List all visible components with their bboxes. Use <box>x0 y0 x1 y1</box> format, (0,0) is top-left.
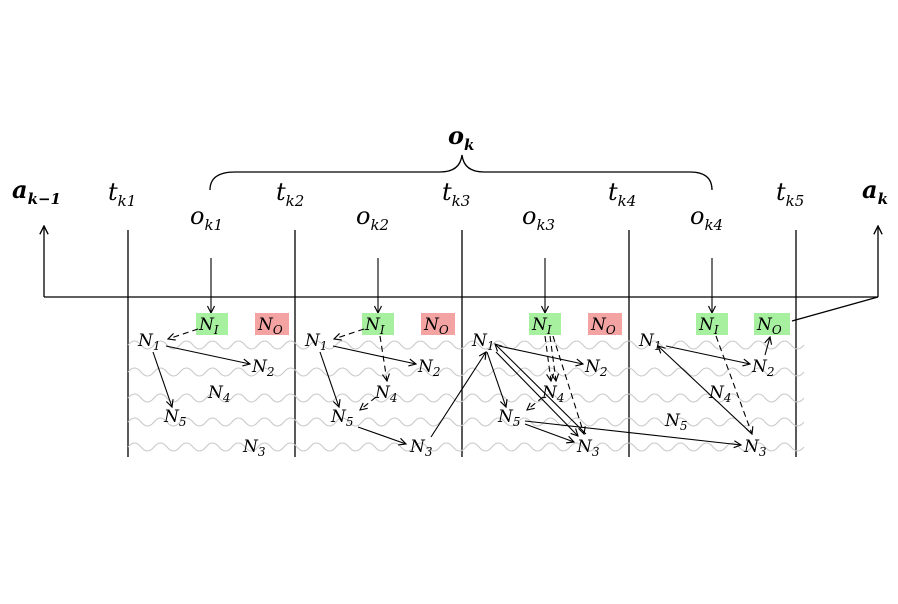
node-n4-1: N4 <box>207 383 231 405</box>
node-n3-3: N3 <box>576 437 600 459</box>
io-boxes <box>196 313 790 335</box>
input-box-1 <box>196 313 228 335</box>
edge-n4-n5-2 <box>360 396 377 410</box>
edge-n3-n1-3 <box>495 344 587 435</box>
edge-n1-n3-3 <box>495 351 578 436</box>
input-box-4 <box>696 313 728 335</box>
output-label-2: NO <box>423 315 449 337</box>
node-n5-4: N5 <box>664 411 688 433</box>
edge-n1-n2-3 <box>498 345 583 364</box>
output-box-4 <box>754 313 790 335</box>
ok-brace <box>209 154 713 191</box>
edge-ni-n4-3a <box>544 335 551 381</box>
edge-n2-no-4 <box>765 337 770 356</box>
edge-n3-n1-2to3 <box>430 352 486 438</box>
edge-ni-n1-2 <box>334 328 365 339</box>
input-label-3: NI <box>531 315 552 337</box>
node-n5-3: N5 <box>497 407 521 429</box>
time-label-2: tk2 <box>276 178 304 210</box>
edge-n1-n5-3 <box>486 351 506 407</box>
node-n3-4: N3 <box>743 437 767 459</box>
node-n4-2: N4 <box>374 383 398 405</box>
input-box-2 <box>362 313 394 335</box>
edge-n5-n3-3to4 <box>524 420 741 445</box>
node-n4-4: N4 <box>708 383 732 405</box>
output-box-3 <box>588 313 622 335</box>
node-n5-2: N5 <box>330 407 354 429</box>
io-labels: NI NO NI NO NI NO NI NO <box>198 315 782 337</box>
node-n5-1: N5 <box>163 407 187 429</box>
edge-n1-n2-4 <box>665 345 750 364</box>
edge-no-ak <box>791 296 879 322</box>
node-n1-2: N1 <box>304 331 328 353</box>
node-n1-1: N1 <box>137 331 161 353</box>
edge-ni-n1-1 <box>168 328 199 339</box>
edge-ni-n4-3b <box>549 335 556 381</box>
oscillation-wave <box>127 442 805 452</box>
edge-n5-n3-3 <box>524 423 574 442</box>
edge-n1-n5-1 <box>152 351 172 407</box>
ak-prev-label: ak−1 <box>12 175 61 208</box>
node-n3-1: N3 <box>242 437 266 459</box>
input-label-1: NI <box>198 315 219 337</box>
output-box-2 <box>421 313 455 335</box>
input-box-3 <box>529 313 561 335</box>
observation-labels: ok1 ok2 ok3 ok4 <box>190 202 723 234</box>
observation-arrows <box>211 258 712 313</box>
obs-label-2: ok2 <box>356 202 389 234</box>
edge-n5-n3-2 <box>357 426 406 444</box>
node-n1-3: N1 <box>471 331 495 353</box>
output-box-1 <box>255 313 289 335</box>
ak-label: ak <box>862 175 888 208</box>
edge-ni-n3-4 <box>715 335 752 434</box>
time-label-4: tk4 <box>608 178 636 210</box>
node-n2-1: N2 <box>251 357 275 379</box>
node-n1-4: N1 <box>638 331 662 353</box>
output-label-1: NO <box>257 315 283 337</box>
edge-n1-n5-2 <box>319 351 339 407</box>
node-n2-3: N2 <box>584 357 608 379</box>
node-n4-3: N4 <box>541 383 565 405</box>
time-label-5: tk5 <box>776 178 804 210</box>
node-n3-2: N3 <box>409 437 433 459</box>
obs-label-4: ok4 <box>690 202 723 234</box>
edge-n3-n1-4 <box>658 346 753 435</box>
obs-label-1: ok1 <box>190 202 223 234</box>
time-lines <box>127 230 797 457</box>
time-label-3: tk3 <box>442 178 470 210</box>
edge-ni-n3-3 <box>552 335 584 434</box>
oscillation-wave <box>127 393 805 403</box>
time-labels: tk1 tk2 tk3 tk4 tk5 <box>108 178 804 210</box>
time-label-1: tk1 <box>108 178 136 210</box>
oscillation-wave <box>127 367 805 377</box>
edges <box>152 296 879 445</box>
input-label-4: NI <box>698 315 719 337</box>
edge-n1-n2-1 <box>165 345 250 364</box>
edge-n1-n2-2 <box>332 345 416 364</box>
node-n2-4: N2 <box>751 357 775 379</box>
output-label-3: NO <box>590 315 616 337</box>
input-label-2: NI <box>364 315 385 337</box>
ok-label: ok <box>448 121 474 154</box>
edge-ni-n4-2 <box>379 335 387 381</box>
oscillation-waves <box>127 340 805 452</box>
output-label-4: NO <box>756 315 782 337</box>
inner-nodes: N1 N2 N4 N5 N3 N1 N2 N4 N5 N3 N1 N2 N4 N… <box>137 331 775 459</box>
oscillation-wave <box>127 417 805 427</box>
obs-label-3: ok3 <box>522 202 555 234</box>
edge-n4-n5-3 <box>527 396 544 410</box>
node-n2-2: N2 <box>417 357 441 379</box>
oscillation-wave <box>127 340 805 350</box>
